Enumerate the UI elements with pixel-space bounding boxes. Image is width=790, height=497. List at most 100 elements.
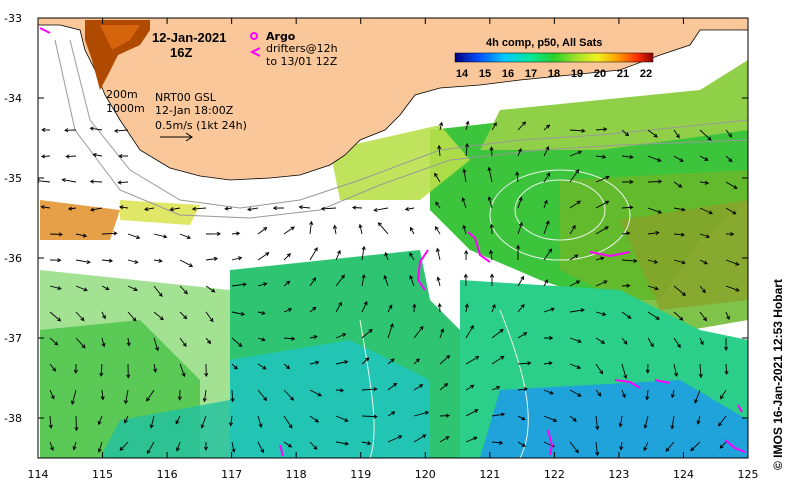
current-arrow [435, 226, 441, 235]
current-arrow [89, 179, 103, 184]
current-arrow [100, 389, 105, 401]
current-arrow [725, 285, 740, 292]
current-arrow [569, 128, 586, 133]
current-arrow [725, 232, 735, 237]
current-arrow [699, 285, 706, 294]
current-arrow [126, 337, 131, 347]
current-arrow [373, 207, 389, 212]
current-arrow [619, 441, 624, 451]
current-arrow [462, 224, 467, 235]
argo-label: Argo [266, 30, 296, 43]
current-arrow [118, 205, 129, 210]
current-arrow [149, 415, 155, 429]
current-arrow [123, 389, 129, 405]
current-arrow [569, 415, 577, 422]
model-time: 12-Jan 18:00Z [155, 104, 234, 117]
y-axis: -33 -34 -35 -36 -37 -38 [4, 12, 748, 425]
current-arrow [48, 415, 53, 429]
current-arrow [72, 441, 77, 451]
current-arrow [643, 415, 649, 429]
current-arrow [335, 388, 345, 393]
current-arrow [673, 259, 686, 265]
current-arrow [647, 285, 659, 291]
current-arrow [621, 389, 626, 399]
x-tick-label: 117 [221, 468, 242, 481]
current-arrow [621, 231, 631, 236]
current-arrow [543, 172, 551, 183]
current-arrow [699, 311, 707, 322]
current-arrow [309, 220, 314, 235]
current-arrow [309, 441, 318, 450]
current-arrow [283, 441, 293, 448]
current-arrow [434, 172, 441, 183]
current-arrow [720, 389, 727, 400]
current-arrow [153, 311, 164, 321]
current-arrow [309, 247, 318, 261]
x-tick-label: 116 [157, 468, 178, 481]
current-arrow [231, 363, 238, 370]
current-arrow [283, 363, 291, 370]
current-arrow [724, 337, 729, 351]
current-arrow [699, 207, 713, 215]
current-arrow [517, 387, 529, 392]
current-arrow [647, 129, 658, 138]
current-arrow [49, 363, 57, 372]
current-arrow [543, 199, 548, 209]
current-arrow [461, 197, 467, 209]
x-tick-label: 119 [350, 468, 371, 481]
current-arrow [387, 435, 403, 443]
current-arrow [569, 150, 583, 157]
current-arrow [335, 249, 341, 261]
current-arrow [645, 363, 650, 374]
colorbar-tick-label: 20 [594, 68, 606, 80]
colorbar-gradient [454, 52, 654, 63]
current-arrow [169, 207, 181, 212]
y-tick-label: -38 [4, 412, 22, 425]
current-arrow [595, 256, 605, 261]
current-arrow [153, 233, 168, 239]
current-arrow [124, 415, 129, 424]
current-arrow [257, 363, 267, 370]
current-arrow [320, 206, 337, 211]
current-arrow [387, 411, 396, 417]
current-arrow [204, 363, 209, 378]
current-arrow [515, 171, 520, 183]
current-arrow [439, 354, 451, 365]
current-arrow [309, 360, 320, 365]
y-tick-label: -35 [4, 172, 22, 185]
current-arrow [230, 389, 235, 403]
eddy-contour-1 [514, 179, 606, 241]
x-tick-label: 122 [544, 468, 565, 481]
current-arrow [543, 248, 553, 261]
sst-field [40, 60, 748, 458]
current-arrow [647, 155, 662, 162]
drifter-track [589, 251, 631, 258]
current-arrow [309, 415, 320, 423]
current-arrow [309, 277, 317, 287]
current-arrow [517, 121, 527, 131]
current-arrow [179, 259, 194, 267]
plot-frame [37, 17, 749, 459]
current-arrow [75, 233, 88, 238]
current-arrow [351, 205, 363, 210]
current-arrow [92, 152, 103, 158]
current-arrow [595, 280, 608, 287]
current-arrow [462, 168, 467, 183]
current-arrow [200, 415, 207, 429]
drifter-track [467, 231, 491, 263]
current-arrow [724, 363, 729, 376]
current-arrow [487, 166, 493, 183]
current-arrow [127, 311, 137, 322]
current-arrow [569, 441, 579, 454]
current-arrow [491, 440, 504, 445]
current-arrow [517, 196, 523, 209]
current-arrow [413, 325, 424, 339]
current-arrow [439, 382, 449, 391]
current-arrow [412, 303, 417, 313]
current-arrow [543, 279, 548, 287]
current-arrow [153, 363, 158, 373]
current-arrow [387, 382, 398, 391]
current-arrow [101, 258, 114, 263]
current-arrow [436, 276, 441, 287]
